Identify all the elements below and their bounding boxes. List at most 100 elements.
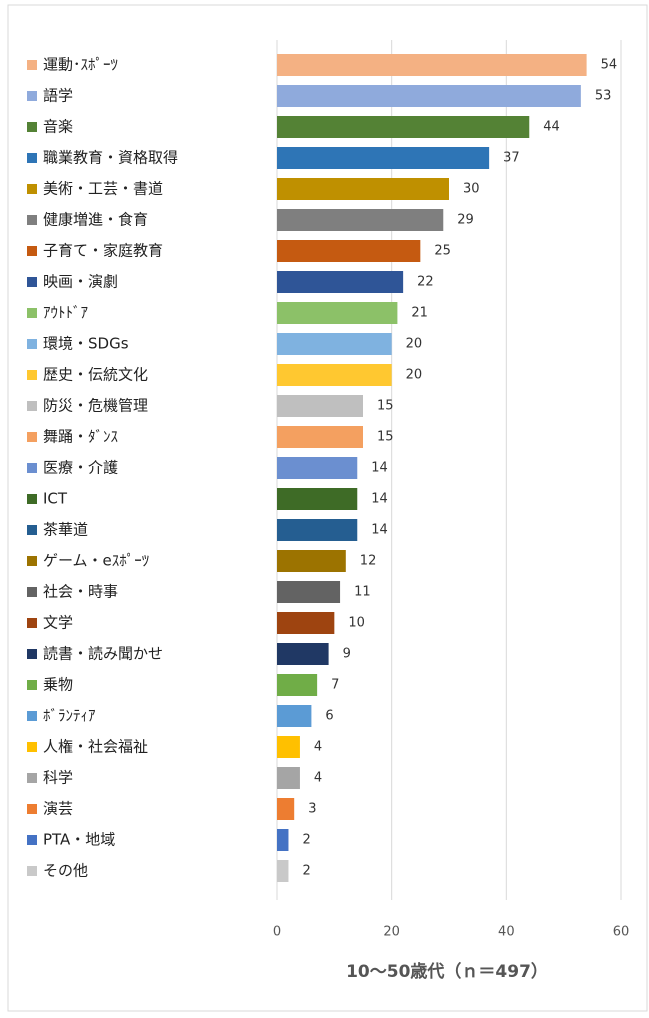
legend-label: 読書・読み聞かせ xyxy=(43,645,163,663)
data-label: 22 xyxy=(417,275,434,290)
legend-swatch xyxy=(27,742,37,752)
legend-swatch xyxy=(27,587,37,597)
data-label: 4 xyxy=(314,740,322,755)
bar xyxy=(277,147,490,169)
legend-label: 環境・SDGs xyxy=(43,335,129,353)
data-label: 15 xyxy=(377,399,394,414)
legend-swatch xyxy=(27,215,37,225)
data-label: 44 xyxy=(543,120,560,135)
legend-swatch xyxy=(27,618,37,628)
data-label: 54 xyxy=(601,58,618,73)
data-label: 12 xyxy=(360,554,377,569)
data-label: 4 xyxy=(314,771,322,786)
legend-label: 防災・危機管理 xyxy=(43,397,148,415)
legend-swatch xyxy=(27,525,37,535)
x-tick-label: 60 xyxy=(613,925,630,940)
legend-swatch xyxy=(27,835,37,845)
bar xyxy=(277,85,581,107)
data-label: 15 xyxy=(377,430,394,445)
legend-label: 運動･ｽﾎﾟｰﾂ xyxy=(43,56,118,74)
legend-swatch xyxy=(27,804,37,814)
legend-label: PTA・地域 xyxy=(43,831,115,849)
legend-swatch xyxy=(27,463,37,473)
legend-label: その他 xyxy=(43,862,88,880)
legend-swatch xyxy=(27,494,37,504)
legend-label: 音楽 xyxy=(43,118,73,136)
legend-swatch xyxy=(27,866,37,876)
legend-label: 文学 xyxy=(43,614,73,632)
legend-label: 歴史・伝統文化 xyxy=(43,366,148,384)
data-label: 2 xyxy=(302,833,310,848)
data-label: 20 xyxy=(406,337,423,352)
bar xyxy=(277,674,318,696)
data-label: 53 xyxy=(595,89,612,104)
bar xyxy=(277,54,587,76)
data-label: 25 xyxy=(434,244,451,259)
legend-swatch xyxy=(27,246,37,256)
legend-swatch xyxy=(27,649,37,659)
x-tick-label: 40 xyxy=(498,925,515,940)
legend-label: ｱｳﾄﾄﾞｱ xyxy=(43,304,89,322)
legend-label: 演芸 xyxy=(43,800,73,818)
legend-label: 美術・工芸・書道 xyxy=(43,180,163,198)
bar xyxy=(277,612,335,634)
bar xyxy=(277,860,289,882)
legend-label: 映画・演劇 xyxy=(43,273,118,291)
bar xyxy=(277,364,392,386)
data-label: 6 xyxy=(325,709,333,724)
legend-swatch xyxy=(27,60,37,70)
legend-label: ゲーム・eｽﾎﾟｰﾂ xyxy=(43,552,149,570)
data-label: 14 xyxy=(371,523,388,538)
bar xyxy=(277,426,363,448)
bar xyxy=(277,116,530,138)
legend-label: 医療・介護 xyxy=(43,459,118,477)
data-label: 21 xyxy=(411,306,428,321)
legend-label: 語学 xyxy=(43,87,73,105)
bar xyxy=(277,550,346,572)
legend-label: 乗物 xyxy=(43,676,73,694)
bar xyxy=(277,209,444,231)
bar xyxy=(277,705,312,727)
data-label: 2 xyxy=(302,864,310,879)
data-label: 14 xyxy=(371,461,388,476)
legend-label: 人権・社会福祉 xyxy=(43,738,148,756)
data-label: 29 xyxy=(457,213,474,228)
data-label: 9 xyxy=(343,647,351,662)
legend-label: 茶華道 xyxy=(43,521,88,539)
legend-label: 舞踊・ﾀﾞﾝｽ xyxy=(43,428,118,446)
x-tick-label: 20 xyxy=(383,925,400,940)
legend-swatch xyxy=(27,91,37,101)
legend-swatch xyxy=(27,773,37,783)
bar xyxy=(277,395,363,417)
data-label: 10 xyxy=(348,616,365,631)
bar xyxy=(277,736,300,758)
legend-swatch xyxy=(27,308,37,318)
legend-label: 社会・時事 xyxy=(43,583,118,601)
legend-swatch xyxy=(27,556,37,566)
data-label: 3 xyxy=(308,802,316,817)
data-label: 14 xyxy=(371,492,388,507)
legend-label: 職業教育・資格取得 xyxy=(43,149,178,167)
bar xyxy=(277,240,421,262)
bar xyxy=(277,519,358,541)
data-label: 7 xyxy=(331,678,339,693)
bar xyxy=(277,798,295,820)
bar xyxy=(277,271,404,293)
legend-label: 科学 xyxy=(43,769,73,787)
bar xyxy=(277,643,329,665)
legend-label: ﾎﾞﾗﾝﾃｨｱ xyxy=(43,707,96,725)
bar xyxy=(277,178,449,200)
bar xyxy=(277,488,358,510)
legend-swatch xyxy=(27,184,37,194)
legend-label: ICT xyxy=(43,490,68,508)
legend-swatch xyxy=(27,153,37,163)
data-label: 30 xyxy=(463,182,480,197)
legend-label: 健康増進・食育 xyxy=(43,211,148,229)
data-label: 37 xyxy=(503,151,520,166)
legend-label: 子育て・家庭教育 xyxy=(43,242,163,260)
legend-swatch xyxy=(27,277,37,287)
legend-swatch xyxy=(27,680,37,690)
legend-swatch xyxy=(27,122,37,132)
legend-swatch xyxy=(27,711,37,721)
